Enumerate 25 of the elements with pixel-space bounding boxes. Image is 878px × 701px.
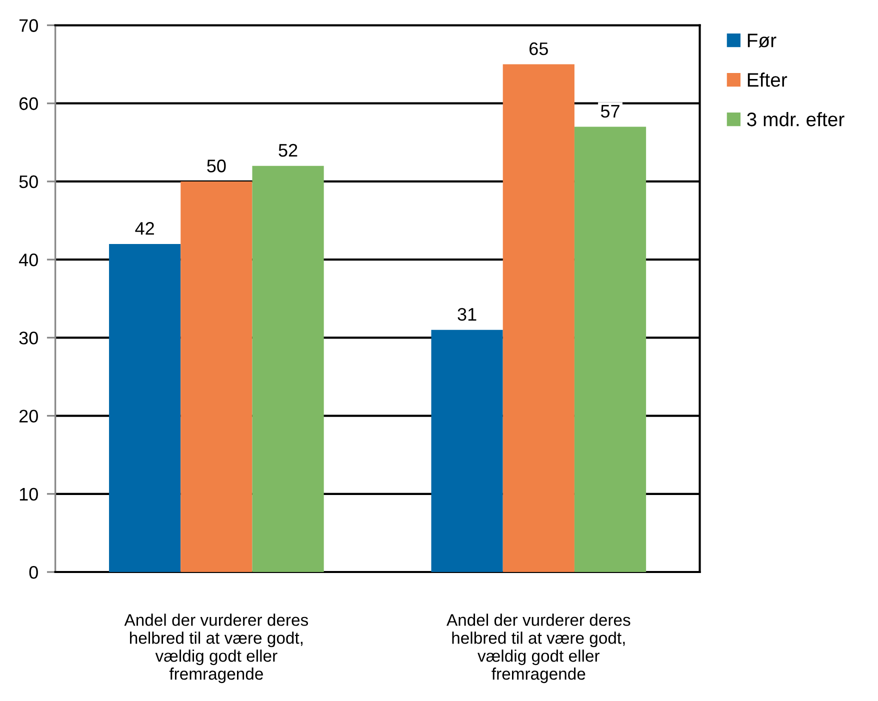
data-label: 57 <box>600 105 620 118</box>
data-label: 42 <box>135 222 154 235</box>
legend-label: Efter <box>748 72 788 87</box>
data-label: 52 <box>278 144 298 157</box>
bar <box>252 166 324 572</box>
y-tick-label: 40 <box>18 254 38 266</box>
data-label: 50 <box>207 160 226 172</box>
bar <box>109 244 181 572</box>
y-tick-label: 30 <box>19 332 38 344</box>
bar <box>574 126 646 572</box>
data-label: 65 <box>530 42 548 56</box>
bar <box>180 181 252 572</box>
bar <box>502 64 574 572</box>
legend-label: Før <box>748 34 776 48</box>
y-tick-label: 60 <box>19 97 38 110</box>
y-tick-label: 50 <box>19 175 38 188</box>
y-tick-label: 0 <box>29 566 38 579</box>
bar <box>431 330 503 572</box>
y-tick-label: 20 <box>19 410 38 423</box>
y-tick-label: 70 <box>19 19 38 32</box>
x-tick-label: Andel der vurderer deres helbred til at være godt, vældig godt eller fremragende <box>446 614 630 684</box>
y-tick-label: 10 <box>20 488 38 501</box>
legend-label: 3 mdr. efter <box>747 112 844 126</box>
data-label: 31 <box>458 308 476 321</box>
x-tick-label: Andel der vurderer deres helbred til at være godt, vældig godt eller fremragende <box>124 614 308 684</box>
